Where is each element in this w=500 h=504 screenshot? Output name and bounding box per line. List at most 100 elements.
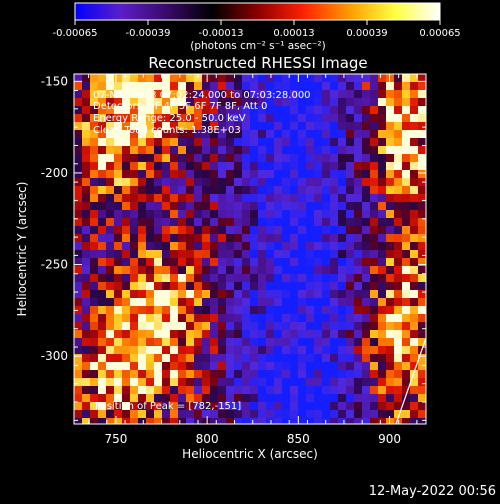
heatmap-cell [130, 258, 139, 267]
heatmap-cell [98, 82, 107, 91]
heatmap-cell [378, 218, 387, 227]
heatmap-cell [210, 274, 219, 283]
info-line-detectors: Detectors: 3F 4F 5F 6F 7F 8F, Att 0 [93, 101, 267, 112]
heatmap-cell [90, 90, 99, 99]
heatmap-cell [266, 114, 275, 123]
heatmap-cell [178, 202, 187, 211]
heatmap-cell [314, 378, 323, 387]
heatmap-cell [194, 82, 203, 91]
heatmap-cell [282, 234, 291, 243]
heatmap-cell [282, 250, 291, 259]
heatmap-cell [82, 402, 91, 411]
heatmap-cell [186, 354, 195, 363]
heatmap-cell [370, 290, 379, 299]
heatmap-cell [138, 130, 147, 139]
heatmap-cell [330, 394, 339, 403]
heatmap-cell [186, 98, 195, 107]
heatmap-cell [274, 298, 283, 307]
x-tick-label: 900 [378, 432, 401, 446]
heatmap-cell [98, 314, 107, 323]
heatmap-cell [98, 322, 107, 331]
heatmap-cell [74, 338, 83, 347]
heatmap-cell [130, 394, 139, 403]
heatmap-cell [106, 306, 115, 315]
heatmap-cell [202, 234, 211, 243]
heatmap-cell [114, 314, 123, 323]
heatmap-cell [290, 194, 299, 203]
heatmap-cell [170, 362, 179, 371]
heatmap-cell [210, 354, 219, 363]
heatmap-cell [234, 178, 243, 187]
heatmap-cell [274, 386, 283, 395]
heatmap-cell [106, 114, 115, 123]
heatmap-cell [178, 386, 187, 395]
heatmap-cell [218, 138, 227, 147]
heatmap-cell [410, 354, 419, 363]
heatmap-cell [386, 194, 395, 203]
heatmap-cell [154, 194, 163, 203]
heatmap-cell [138, 202, 147, 211]
heatmap-cell [194, 282, 203, 291]
heatmap-cell [330, 370, 339, 379]
heatmap-cell [186, 402, 195, 411]
heatmap-cell [210, 218, 219, 227]
heatmap-cell [154, 402, 163, 411]
heatmap-cell [130, 162, 139, 171]
heatmap-cell [170, 354, 179, 363]
heatmap-cell [378, 178, 387, 187]
heatmap-cell [170, 370, 179, 379]
heatmap-cell [314, 298, 323, 307]
heatmap-cell [138, 322, 147, 331]
heatmap-cell [322, 138, 331, 147]
heatmap-cell [370, 170, 379, 179]
heatmap-cell [130, 402, 139, 411]
heatmap-cell [138, 330, 147, 339]
heatmap-cell [410, 226, 419, 235]
heatmap-cell [82, 210, 91, 219]
heatmap-cell [114, 306, 123, 315]
heatmap-cell [170, 146, 179, 155]
heatmap-cell [90, 402, 99, 411]
heatmap-cell [242, 242, 251, 251]
heatmap-cell [378, 138, 387, 147]
heatmap-cell [378, 74, 387, 83]
heatmap-cell [74, 250, 83, 259]
heatmap-cell [106, 322, 115, 331]
heatmap-cell [186, 130, 195, 139]
heatmap-cell [218, 354, 227, 363]
heatmap-cell [210, 162, 219, 171]
heatmap-cell [394, 74, 403, 83]
heatmap-cell [122, 282, 131, 291]
heatmap-cell [258, 266, 267, 275]
heatmap-image [74, 74, 426, 424]
heatmap-cell [266, 346, 275, 355]
heatmap-cell [354, 114, 363, 123]
heatmap-cell [98, 370, 107, 379]
heatmap-cell [162, 338, 171, 347]
heatmap-cell [170, 234, 179, 243]
heatmap-cell [378, 122, 387, 131]
heatmap-cell [354, 98, 363, 107]
heatmap-cell [298, 122, 307, 131]
heatmap-cell [298, 218, 307, 227]
heatmap-cell [282, 394, 291, 403]
heatmap-cell [82, 186, 91, 195]
heatmap-cell [90, 138, 99, 147]
heatmap-cell [354, 266, 363, 275]
heatmap-cell [138, 282, 147, 291]
heatmap-cell [322, 410, 331, 419]
heatmap-cell [130, 82, 139, 91]
axis-ticks: 750 800 850 900-150-200-250-300 [41, 74, 426, 446]
heatmap-cell [370, 298, 379, 307]
heatmap-cell [82, 394, 91, 403]
heatmap-cell [210, 370, 219, 379]
heatmap-cell [154, 122, 163, 131]
heatmap-cell [266, 154, 275, 163]
heatmap-cell [354, 410, 363, 419]
heatmap-cell [330, 170, 339, 179]
heatmap-cell [386, 162, 395, 171]
heatmap-cell [394, 362, 403, 371]
heatmap-cell [314, 370, 323, 379]
heatmap-cell [98, 362, 107, 371]
heatmap-cell [258, 122, 267, 131]
